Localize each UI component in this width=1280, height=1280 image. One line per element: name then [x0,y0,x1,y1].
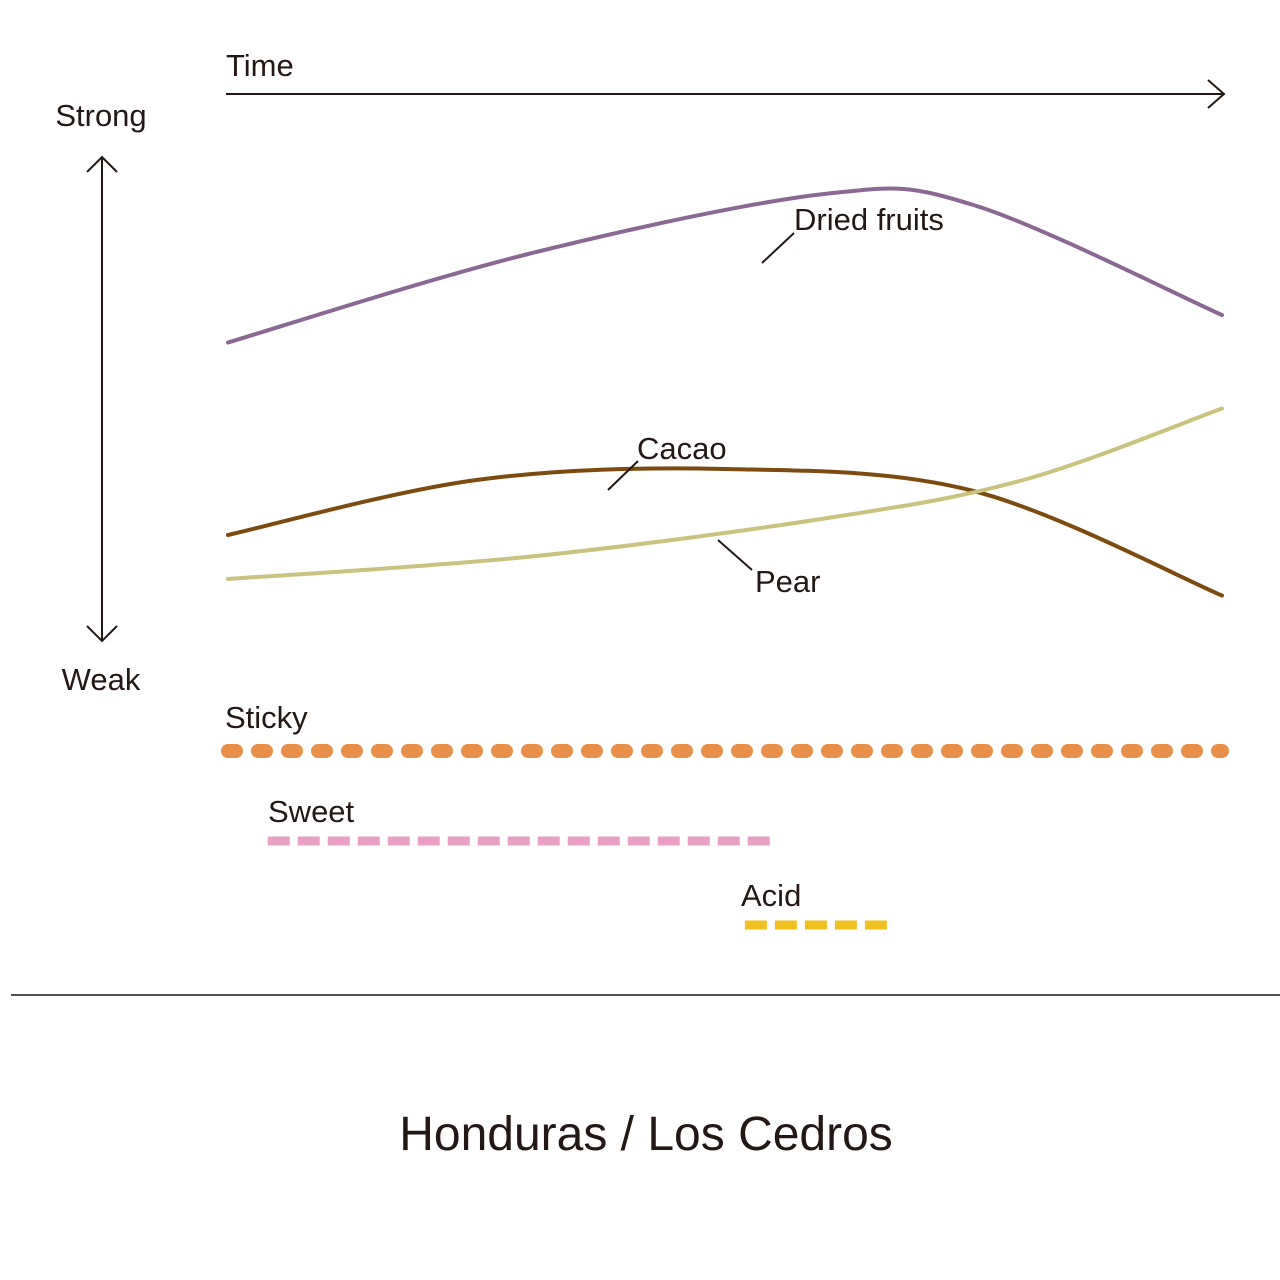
label-leader-pear [717,539,753,571]
series-line-dried-fruits [226,186,1224,345]
label-leader-cacao [607,460,639,491]
series-line-pear [226,406,1224,581]
series-label-cacao: Cacao [637,431,727,466]
y-axis-bottom-label: Weak [62,662,141,697]
label-leader-dried-fruits [761,232,795,264]
chart-caption: Honduras / Los Cedros [399,1108,893,1161]
series-label-dried-fruits: Dried fruits [794,202,944,237]
band-label-acid: Acid [741,878,801,913]
x-axis-label: Time [226,48,294,83]
strength-axis-top-arrowhead [86,155,118,173]
band-label-sweet: Sweet [268,794,355,829]
series-line-cacao [226,466,1224,598]
y-axis-top-label: Strong [55,98,146,133]
strength-axis-bottom-arrowhead [86,625,118,643]
series-label-pear: Pear [755,564,820,599]
band-label-sticky: Sticky [225,700,308,735]
